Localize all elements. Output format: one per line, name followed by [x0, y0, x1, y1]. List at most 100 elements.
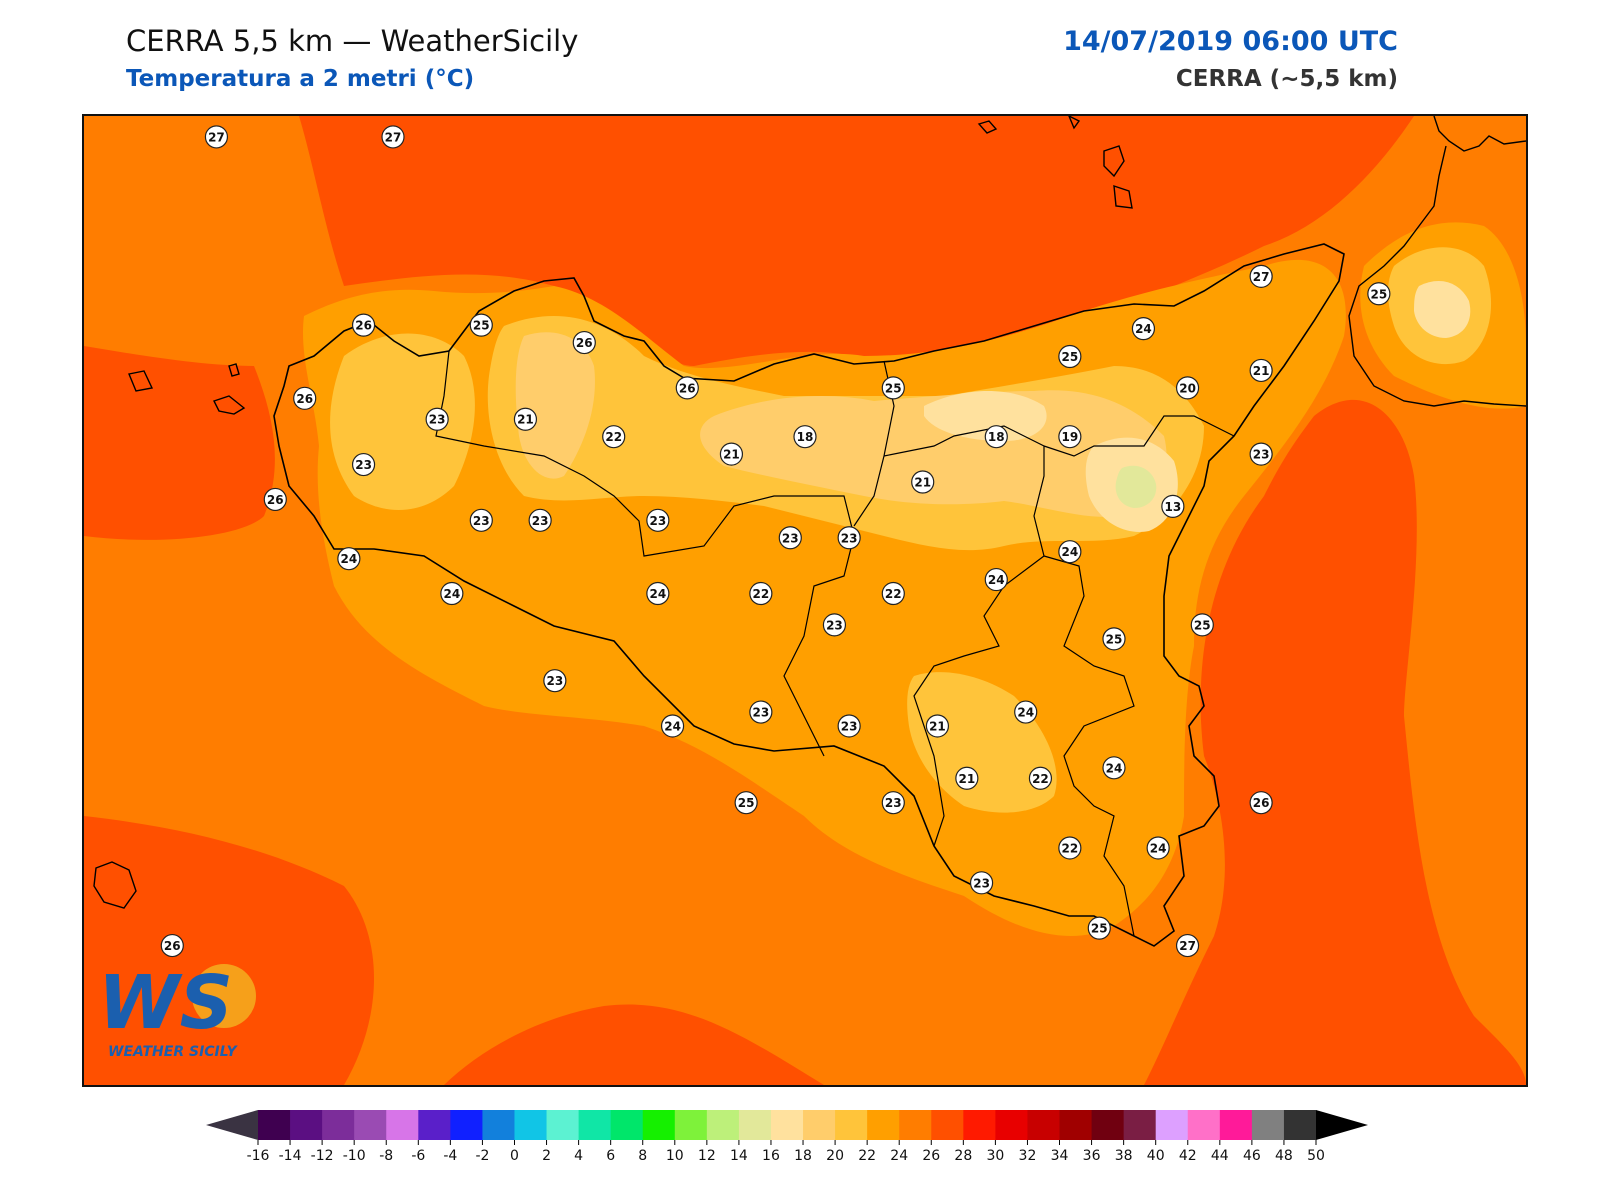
station-marker: 26	[572, 330, 596, 355]
station-marker: 24	[1014, 700, 1038, 724]
station-circle	[1028, 766, 1053, 790]
station-value: 22	[885, 587, 902, 601]
station-value: 26	[267, 493, 284, 507]
map-datetime: 14/07/2019 06:00 UTC	[1063, 26, 1398, 57]
station-circle	[911, 470, 935, 494]
station-circle	[1190, 613, 1214, 637]
station-circle	[969, 871, 994, 895]
station-value: 22	[1032, 772, 1049, 786]
station-circle	[1102, 756, 1126, 780]
station-circle	[749, 581, 773, 606]
colorbar-swatch	[258, 1110, 291, 1140]
colorbar: -16 -14 -12 -10 -8 -6 -4 -2 0 2 4 6 8 10 12 14 16 18 20 22 2…	[206, 1108, 1406, 1198]
colorbar-swatch	[1219, 1110, 1253, 1140]
colorbar-swatch	[867, 1110, 900, 1140]
station-circle	[1087, 916, 1111, 940]
station-circle	[602, 425, 626, 449]
station-value: 23	[1253, 448, 1270, 462]
station-marker: 21	[955, 766, 979, 790]
field-22-west	[330, 333, 475, 510]
station-marker: 23	[528, 508, 552, 532]
colorbar-swatch	[450, 1110, 483, 1140]
colorbar-tick-label: 6	[606, 1148, 615, 1164]
colorbar-tick-label: 18	[794, 1148, 812, 1164]
colorbar-swatch	[770, 1110, 804, 1140]
colorbar-tick-label: 36	[1083, 1148, 1101, 1164]
colorbar-swatch	[1187, 1110, 1221, 1140]
calabria-coastline	[1348, 116, 1526, 407]
station-value: 25	[885, 381, 902, 395]
colorbar-canvas: -16 -14 -12 -10 -8 -6 -4 -2 0 2 4 6 8 10 12 14 16 18 20 22 2…	[206, 1110, 1368, 1164]
station-marker: 24	[337, 547, 361, 571]
station-marker: 27	[204, 125, 229, 149]
colorbar-tick-label: 44	[1211, 1148, 1229, 1164]
temperature-map: 27 27 26 25 26 26 23 21 22 26 23 26 23 23 23 21 18 25 23 23…	[82, 114, 1528, 1087]
station-value: 25	[738, 796, 755, 810]
colorbar-swatch	[386, 1110, 419, 1140]
colorbar-tick-label: 20	[826, 1148, 844, 1164]
station-circle	[469, 313, 493, 337]
field-16-northeast-core	[1414, 281, 1471, 338]
colorbar-tick-label: -14	[279, 1148, 302, 1164]
station-marker: 23	[969, 871, 994, 895]
station-marker: 24	[984, 567, 1008, 592]
station-circle	[1131, 317, 1156, 341]
station-marker: 18	[984, 425, 1008, 449]
colorbar-swatch	[578, 1110, 612, 1140]
province-boundary	[435, 350, 855, 757]
colorbar-arrow-left	[206, 1110, 258, 1140]
field-18-ridge	[924, 391, 1047, 441]
station-circle	[381, 125, 405, 149]
station-circle	[837, 526, 861, 550]
colorbar-swatch	[674, 1110, 708, 1140]
station-value: 27	[1179, 939, 1196, 953]
station-marker: 21	[925, 714, 950, 738]
map-subtitle: Temperatura a 2 metri (°C)	[126, 66, 475, 92]
station-value: 22	[753, 587, 770, 601]
colorbar-tick-label: 30	[986, 1148, 1004, 1164]
colorbar-swatch	[610, 1110, 644, 1140]
station-value: 26	[576, 336, 593, 350]
station-marker: 22	[1058, 836, 1082, 860]
map-canvas: 27 27 26 25 26 26 23 21 22 26 23 26 23 23 23 21 18 25 23 23…	[84, 116, 1526, 1085]
station-value: 24	[1017, 706, 1034, 720]
station-circle	[469, 508, 493, 532]
station-marker: 20	[1175, 376, 1200, 400]
station-circle	[1058, 344, 1082, 369]
station-circle	[337, 547, 361, 571]
colorbar-tick-label: 2	[542, 1148, 551, 1164]
station-circle	[160, 933, 184, 958]
station-marker: 24	[646, 581, 670, 606]
station-value: 18	[988, 430, 1005, 444]
station-circle	[1014, 700, 1038, 724]
station-circle	[351, 452, 376, 477]
station-value: 26	[679, 381, 696, 395]
station-marker: 25	[1102, 627, 1126, 651]
station-marker: 26	[351, 313, 376, 337]
colorbar-swatch	[354, 1110, 387, 1140]
station-value: 24	[1062, 545, 1079, 559]
station-marker: 22	[749, 581, 773, 606]
station-value: 18	[797, 430, 814, 444]
colorbar-swatch	[1283, 1110, 1317, 1140]
station-value: 24	[664, 719, 681, 733]
colorbar-swatch	[1123, 1110, 1157, 1140]
station-circle	[1161, 494, 1185, 518]
station-circle	[837, 714, 861, 738]
station-marker: 26	[160, 933, 184, 958]
station-value: 21	[959, 772, 976, 786]
station-circle	[1058, 836, 1082, 860]
station-marker: 21	[1249, 358, 1273, 383]
colorbar-swatch	[835, 1110, 868, 1140]
colorbar-tick-label: -2	[475, 1148, 489, 1164]
colorbar-swatch	[1251, 1110, 1285, 1140]
station-marker: 26	[263, 487, 287, 512]
colorbar-tick-label: 38	[1115, 1148, 1133, 1164]
station-value: 13	[1165, 500, 1182, 514]
colorbar-swatch	[803, 1110, 836, 1140]
station-marker: 27	[1175, 933, 1200, 958]
field-28-southwest	[84, 816, 374, 1085]
station-marker: 23	[837, 526, 861, 550]
station-value: 25	[1106, 632, 1123, 646]
station-marker: 23	[881, 791, 905, 815]
